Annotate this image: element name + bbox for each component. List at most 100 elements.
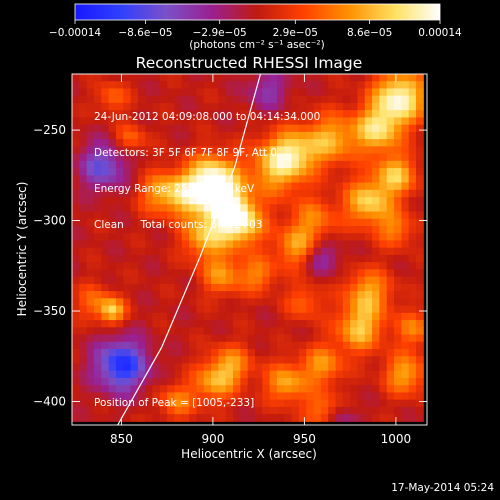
heatmap-cell (394, 110, 402, 118)
heatmap-cell (218, 262, 227, 270)
heatmap-cell (416, 81, 424, 89)
heatmap-cell (152, 247, 161, 256)
heatmap-cell (408, 81, 417, 89)
heatmap-cell (211, 240, 219, 249)
heatmap-cell (328, 175, 337, 184)
heatmap-cell (196, 74, 205, 82)
heatmap-cell (189, 240, 197, 249)
heatmap-cell (233, 139, 241, 147)
heatmap-cell (211, 168, 219, 176)
heatmap-cell (254, 197, 263, 205)
heatmap-cell (233, 146, 241, 155)
heatmap-cell (320, 218, 329, 227)
heatmap-cell (262, 218, 271, 227)
heatmap-cell (408, 370, 417, 379)
heatmap-cell (269, 139, 278, 147)
heatmap-cell (123, 131, 132, 140)
heatmap-cell (167, 211, 175, 220)
heatmap-cell (181, 370, 190, 379)
heatmap-cell (101, 320, 110, 328)
heatmap-cell (379, 168, 388, 176)
heatmap-cell (123, 189, 132, 198)
heatmap-cell (181, 102, 190, 111)
heatmap-cell (254, 283, 263, 292)
heatmap-cell (313, 247, 322, 256)
heatmap-cell (86, 189, 95, 198)
heatmap-cell (174, 110, 183, 118)
heatmap-cell (247, 377, 256, 386)
heatmap-cell (181, 276, 190, 285)
heatmap-cell (240, 334, 249, 343)
heatmap-cell (123, 81, 132, 89)
heatmap-cell (254, 298, 263, 307)
heatmap-cell (130, 327, 139, 336)
heatmap-cell (298, 406, 307, 415)
heatmap-cell (262, 204, 271, 213)
heatmap-cell (130, 189, 139, 198)
heatmap-cell (108, 233, 117, 241)
heatmap-cell (123, 117, 132, 126)
heatmap-cell (342, 160, 351, 169)
heatmap-cell (130, 160, 139, 169)
heatmap-cell (386, 291, 395, 299)
heatmap-cell (225, 254, 234, 263)
heatmap-cell (386, 160, 395, 169)
heatmap-cell (79, 262, 88, 270)
heatmap-cell (167, 117, 175, 126)
heatmap-cell (203, 225, 212, 234)
heatmap-cell (306, 204, 315, 213)
heatmap-cell (276, 240, 285, 249)
heatmap-cell (152, 197, 161, 205)
heatmap-cell (342, 124, 351, 133)
heatmap-cell (72, 349, 80, 357)
heatmap-cell (262, 102, 271, 111)
heatmap-cell (203, 414, 212, 422)
plot-timestamp: 17-May-2014 05:24 (391, 482, 494, 494)
heatmap-cell (276, 168, 285, 176)
heatmap-cell (108, 305, 117, 314)
heatmap-cell (240, 110, 249, 118)
heatmap-cell (372, 370, 380, 379)
heatmap-cell (108, 327, 117, 336)
heatmap-cell (79, 392, 88, 401)
heatmap-cell (145, 269, 154, 278)
heatmap-cell (145, 110, 154, 118)
heatmap-cell (320, 276, 329, 285)
heatmap-cell (284, 197, 293, 205)
heatmap-cell (328, 291, 337, 299)
heatmap-cell (137, 117, 146, 126)
heatmap-cell (218, 124, 227, 133)
heatmap-cell (269, 385, 278, 393)
heatmap-cell (108, 81, 117, 89)
heatmap-cell (401, 320, 410, 328)
heatmap-cell (247, 399, 256, 408)
heatmap-cell (298, 377, 307, 386)
heatmap-cell (203, 102, 212, 111)
heatmap-cell (233, 406, 241, 415)
heatmap-cell (72, 312, 80, 321)
heatmap-cell (196, 153, 205, 162)
heatmap-cell (357, 160, 366, 169)
heatmap-cell (130, 377, 139, 386)
heatmap-cell (174, 363, 183, 372)
heatmap-cell (401, 160, 410, 169)
heatmap-cell (181, 117, 190, 126)
heatmap-cell (130, 197, 139, 205)
heatmap-cell (93, 298, 102, 307)
heatmap-cell (306, 233, 315, 241)
heatmap-cell (320, 168, 329, 176)
heatmap-cell (320, 320, 329, 328)
heatmap-cell (86, 298, 95, 307)
heatmap-cell (335, 312, 344, 321)
heatmap-cell (298, 262, 307, 270)
heatmap-cell (320, 110, 329, 118)
heatmap-cell (262, 124, 271, 133)
heatmap-cell (247, 269, 256, 278)
heatmap-cell (115, 182, 124, 191)
heatmap-cell (364, 117, 373, 126)
heatmap-cell (189, 399, 197, 408)
heatmap-cell (386, 95, 395, 104)
heatmap-cell (313, 117, 322, 126)
heatmap-cell (240, 341, 249, 350)
heatmap-cell (115, 320, 124, 328)
